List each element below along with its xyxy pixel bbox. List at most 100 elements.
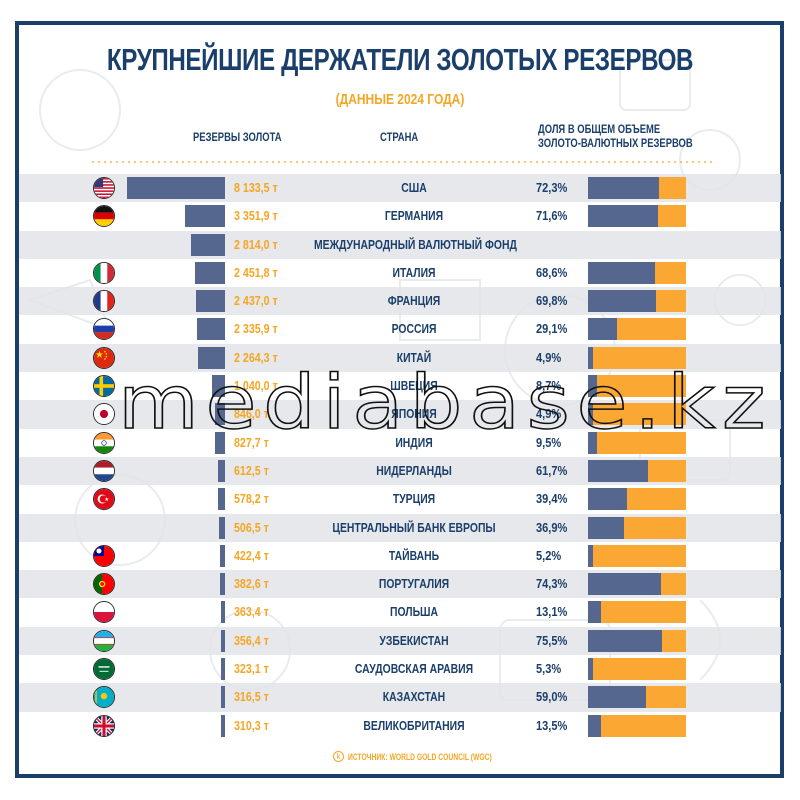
share-bar-gold-portion bbox=[588, 318, 617, 341]
source-note: k ИСТОЧНИК: WORLD GOLD COUNCIL (WGC) bbox=[333, 751, 540, 762]
country-name: ИТАЛИЯ bbox=[392, 264, 436, 280]
gold-reserves-value: 422,4 т bbox=[234, 547, 269, 563]
gold-reserves-value: 310,3 т bbox=[234, 717, 269, 733]
chart-title: КРУПНЕЙШИЕ ДЕРЖАТЕЛИ ЗОЛОТЫХ РЕЗЕРВОВ bbox=[106, 42, 694, 77]
share-bar-gold-portion bbox=[588, 714, 602, 737]
share-bar bbox=[588, 177, 686, 199]
share-bar bbox=[588, 573, 686, 596]
share-value: 5,2% bbox=[536, 547, 562, 563]
share-value: 59,0% bbox=[536, 689, 568, 705]
share-value: 74,3% bbox=[536, 576, 568, 592]
share-value: 13,1% bbox=[536, 604, 568, 620]
share-bar-gold-portion bbox=[588, 658, 594, 681]
gold-reserves-bar bbox=[214, 403, 225, 426]
table-row: 382,6 т ПОРТУГАЛИЯ 74,3% bbox=[19, 570, 781, 599]
table-row: 2 264,3 т КИТАЙ 4,9% bbox=[19, 343, 781, 373]
gold-reserves-bar bbox=[220, 601, 225, 624]
gold-reserves-bar bbox=[219, 544, 225, 567]
gold-reserves-value: 382,6 т bbox=[234, 576, 269, 592]
share-bar-gold-portion bbox=[588, 544, 594, 567]
share-bar-gold-portion bbox=[588, 403, 593, 426]
share-value: 8,7% bbox=[536, 378, 562, 394]
share-value: 69,8% bbox=[536, 293, 568, 309]
gold-reserves-bar bbox=[195, 290, 225, 313]
share-bar-gold-portion bbox=[588, 686, 646, 709]
flag-uk-icon bbox=[93, 714, 115, 737]
flag-taiwan-icon bbox=[93, 544, 115, 567]
column-header-share-line1: ДОЛЯ В ОБЩЕМ ОБЪЕМЕ bbox=[538, 124, 661, 136]
page-frame bbox=[15, 21, 784, 778]
share-bar bbox=[588, 459, 686, 482]
gold-reserves-value: 2 264,3 т bbox=[234, 349, 278, 365]
flag-turkey-icon bbox=[93, 488, 115, 511]
country-name: НИДЕРЛАНДЫ bbox=[376, 462, 452, 478]
flag-poland-icon bbox=[93, 601, 115, 624]
share-bar bbox=[588, 629, 686, 652]
gold-reserves-bar bbox=[195, 261, 225, 284]
share-value: 36,9% bbox=[536, 519, 568, 535]
share-value: 9,5% bbox=[536, 434, 562, 450]
gold-reserves-bar bbox=[220, 629, 225, 652]
gold-reserves-bar bbox=[218, 488, 225, 511]
gold-reserves-value: 2 437,0 т bbox=[234, 293, 278, 309]
flag-netherlands-icon bbox=[93, 459, 115, 482]
country-name: КАЗАХСТАН bbox=[382, 689, 446, 705]
flag-germany-icon bbox=[93, 205, 115, 228]
share-bar-gold-portion bbox=[588, 488, 627, 511]
chart-subtitle: (ДАННЫЕ 2024 ГОДА) bbox=[335, 91, 465, 108]
country-name: КИТАЙ bbox=[396, 349, 432, 365]
share-bar-gold-portion bbox=[588, 177, 659, 199]
share-bar-gold-portion bbox=[588, 516, 625, 539]
gold-reserves-bar bbox=[196, 318, 225, 341]
share-bar-gold-portion bbox=[588, 459, 649, 482]
share-value: 75,5% bbox=[536, 632, 568, 648]
gold-reserves-value: 356,4 т bbox=[234, 632, 269, 648]
share-value: 4,9% bbox=[536, 349, 562, 365]
k-logo-icon: k bbox=[333, 751, 344, 762]
country-name: ПОЛЬША bbox=[389, 604, 439, 620]
share-bar bbox=[588, 544, 686, 567]
table-row: 310,3 т ВЕЛИКОБРИТАНИЯ 13,5% bbox=[19, 712, 781, 740]
share-value: 61,7% bbox=[536, 462, 568, 478]
table-row: 356,4 т УЗБЕКИСТАН 75,5% bbox=[19, 626, 781, 656]
country-name: УЗБЕКИСТАН bbox=[379, 632, 449, 648]
flag-usa-icon bbox=[93, 177, 115, 199]
flag-india-icon bbox=[93, 431, 115, 454]
column-header-share-line2: ЗОЛОТО-ВАЛЮТНЫХ РЕЗЕРВОВ bbox=[538, 138, 693, 150]
gold-reserves-value: 363,4 т bbox=[234, 604, 269, 620]
gold-reserves-bar bbox=[220, 573, 225, 596]
table-row: 612,5 т НИДЕРЛАНДЫ 61,7% bbox=[19, 456, 781, 486]
gold-reserves-value: 3 351,9 т bbox=[234, 208, 278, 224]
gold-reserves-value: 506,5 т bbox=[234, 519, 269, 535]
gold-reserves-value: 578,2 т bbox=[234, 491, 269, 507]
share-value: 29,1% bbox=[536, 321, 568, 337]
gold-reserves-value: 1 040,0 т bbox=[234, 378, 278, 394]
table-row: 2 814,0 т МЕЖДУНАРОДНЫЙ ВАЛЮТНЫЙ ФОНД bbox=[19, 230, 781, 259]
country-name: ТАЙВАНЬ bbox=[388, 547, 440, 563]
gold-reserves-value: 2 451,8 т bbox=[234, 264, 278, 280]
column-header-reserves: РЕЗЕРВЫ ЗОЛОТА bbox=[193, 132, 282, 144]
header-divider bbox=[90, 161, 712, 163]
country-name: ЦЕНТРАЛЬНЫЙ БАНК ЕВРОПЫ bbox=[332, 519, 496, 535]
country-name: ШВЕЦИЯ bbox=[390, 378, 438, 394]
flag-saudi-arabia-icon bbox=[93, 658, 115, 681]
flag-kazakhstan-icon bbox=[93, 686, 115, 709]
table-row: 323,1 т САУДОВСКАЯ АРАВИЯ 5,3% bbox=[19, 655, 781, 683]
share-value: 5,3% bbox=[536, 661, 562, 677]
country-name: САУДОВСКАЯ АРАВИЯ bbox=[354, 661, 474, 677]
share-bar bbox=[588, 714, 686, 737]
table-row: 827,7 т ИНДИЯ 9,5% bbox=[19, 429, 781, 457]
table-row: 2 437,0 т ФРАНЦИЯ 69,8% bbox=[19, 287, 781, 316]
gold-reserves-bar bbox=[212, 375, 225, 398]
share-bar bbox=[588, 601, 686, 624]
country-name: ИНДИЯ bbox=[395, 434, 433, 450]
flag-russia-icon bbox=[93, 318, 115, 341]
gold-reserves-bar bbox=[217, 459, 225, 482]
gold-reserves-value: 8 133,5 т bbox=[234, 180, 278, 195]
data-table: 8 133,5 т США 72,3% 3 351,9 т ГЕРМАНИЯ 71,6% 2… bbox=[19, 174, 781, 740]
share-bar bbox=[588, 375, 686, 398]
table-row: 422,4 т ТАЙВАНЬ 5,2% bbox=[19, 542, 781, 570]
column-header-country: СТРАНА bbox=[380, 132, 419, 144]
gold-reserves-bar bbox=[197, 346, 225, 369]
share-value: 72,3% bbox=[536, 180, 568, 195]
